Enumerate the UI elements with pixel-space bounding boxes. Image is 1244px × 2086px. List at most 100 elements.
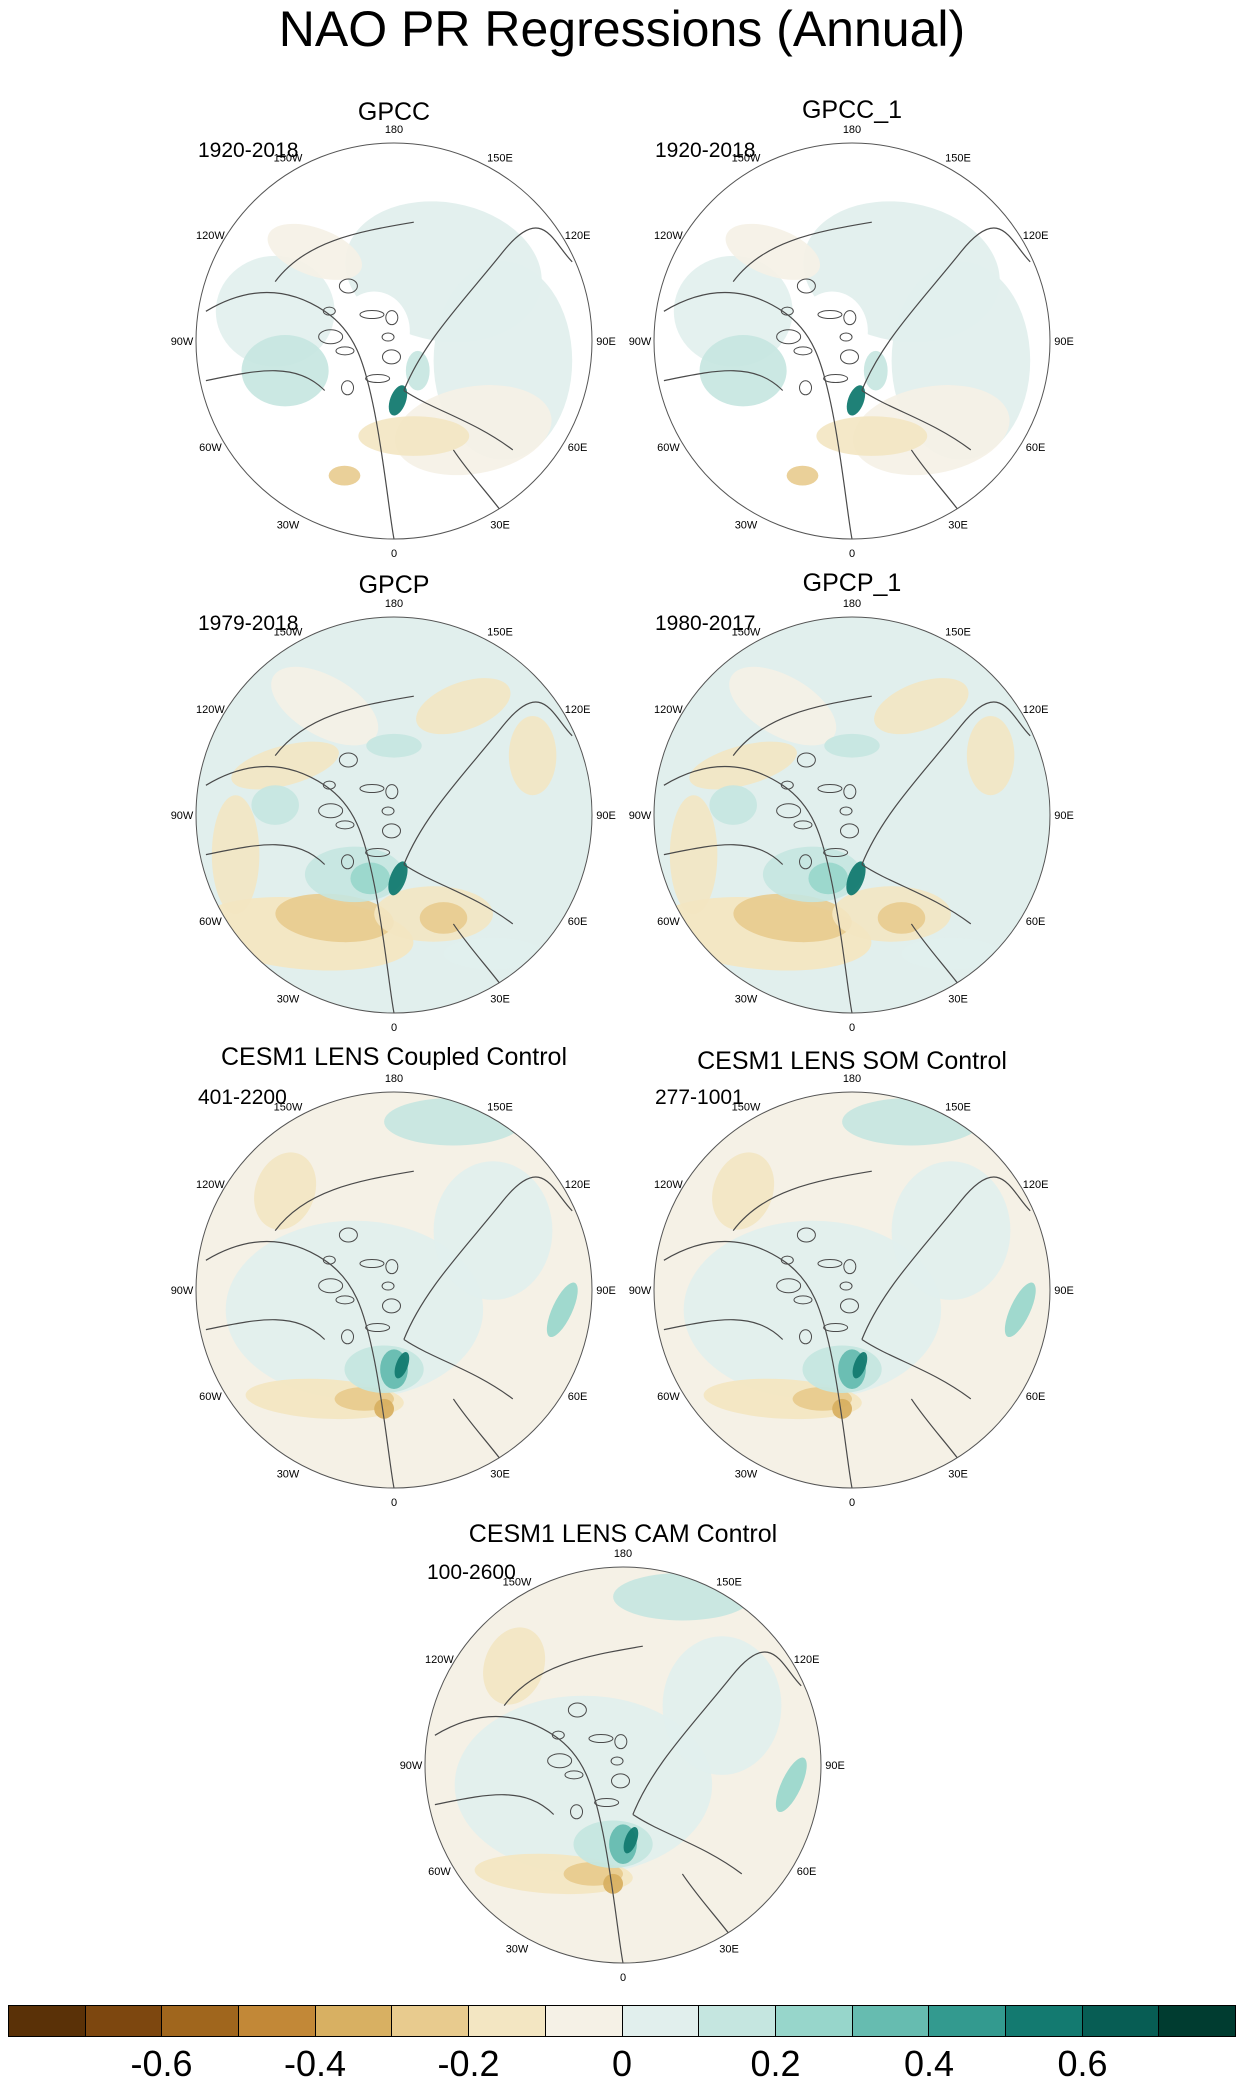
longitude-label: 0 [849, 1497, 855, 1509]
longitude-label: 150W [274, 1101, 303, 1113]
longitude-label: 60E [797, 1866, 817, 1878]
colorbar-swatch [162, 2006, 240, 2036]
longitude-label: 30W [735, 1469, 758, 1481]
longitude-label: 60W [657, 442, 680, 454]
colorbar-tick-label: 0.4 [903, 2043, 955, 2084]
period-label-cam-control: 100-2600 [427, 1561, 516, 1584]
longitude-label: 60W [428, 1866, 451, 1878]
colorbar-tick-label: 0.2 [750, 2043, 801, 2084]
period-label-gpcc-1: 1920-2018 [655, 139, 756, 162]
longitude-label: 60W [199, 916, 222, 928]
colorbar-swatch [1082, 2006, 1160, 2036]
longitude-label: 30E [490, 994, 510, 1006]
map-gpcc-1: 180 150E 120E 90E 60E 30E 0 30W 60W 90W 120W 150W [629, 124, 1074, 560]
period-label-coupled-control: 401-2200 [198, 1086, 287, 1109]
longitude-label: 180 [843, 124, 861, 136]
colorbar-tick-label: -0.6 [130, 2043, 193, 2084]
colorbar-swatch [315, 2006, 393, 2036]
longitude-label: 180 [843, 598, 861, 610]
colorbar-swatch [85, 2006, 163, 2036]
longitude-label: 150E [945, 1101, 971, 1113]
colorbar-swatch [775, 2006, 853, 2036]
colorbar-tick-label: -0.2 [437, 2043, 500, 2084]
longitude-label: 150E [487, 152, 513, 164]
map-coupled-control: 180 150E 120E 90E 60E 30E 0 30W 60W 90W 120W 150W [171, 1073, 616, 1509]
longitude-label: 120E [1023, 1179, 1049, 1191]
panel-title-gpcp: GPCP [358, 571, 430, 599]
longitude-label: 60E [1026, 442, 1046, 454]
longitude-label: 90E [596, 810, 616, 822]
longitude-label: 150E [945, 626, 971, 638]
map-gpcp-1: 180 150E 120E 90E 60E 30E 0 30W 60W 90W 120W 150W [629, 598, 1074, 1034]
colorbar-swatch [699, 2006, 776, 2036]
colorbar-swatch [1005, 2006, 1083, 2036]
panel-title-som-control: CESM1 LENS SOM Control [697, 1047, 1007, 1075]
longitude-label: 120W [654, 1179, 683, 1191]
longitude-label: 90W [171, 810, 194, 822]
colorbar-swatch [239, 2006, 316, 2036]
map-gpcc: 180 150E 120E 90E 60E 30E 0 30W 60W 90W 120W 150W [171, 124, 616, 560]
longitude-label: 150W [274, 152, 303, 164]
longitude-label: 30E [948, 1469, 968, 1481]
longitude-label: 0 [849, 1022, 855, 1034]
colorbar-swatch [1159, 2006, 1235, 2036]
panel-title-gpcc-1: GPCC_1 [801, 96, 903, 124]
colorbar [8, 2005, 1236, 2037]
longitude-label: 90E [825, 1760, 845, 1772]
longitude-label: 60W [657, 1391, 680, 1403]
longitude-label: 90W [171, 336, 194, 348]
longitude-label: 120W [425, 1654, 454, 1666]
longitude-label: 0 [620, 1972, 626, 1984]
colorbar-tick-label: 0 [611, 2043, 633, 2084]
longitude-label: 180 [385, 598, 403, 610]
longitude-label: 0 [391, 1497, 397, 1509]
longitude-label: 30E [948, 994, 968, 1006]
panel-title-coupled-control: CESM1 LENS Coupled Control [221, 1043, 567, 1071]
longitude-label: 120E [565, 230, 591, 242]
longitude-label: 30E [948, 520, 968, 532]
longitude-label: 60E [568, 1391, 588, 1403]
longitude-label: 60E [1026, 1391, 1046, 1403]
map-gpcp: 180 150E 120E 90E 60E 30E 0 30W 60W 90W 120W 150W [171, 598, 616, 1034]
longitude-label: 120W [196, 704, 225, 716]
longitude-label: 30W [277, 1469, 300, 1481]
period-label-som-control: 277-1001 [655, 1086, 744, 1109]
panel-title-cam-control: CESM1 LENS CAM Control [468, 1520, 778, 1548]
longitude-label: 120E [1023, 230, 1049, 242]
colorbar-tick-label: -0.4 [283, 2043, 347, 2084]
panel-title-gpcp-1: GPCP_1 [802, 569, 902, 597]
colorbar-tick-label: 0.6 [1057, 2043, 1108, 2084]
colorbar-swatch [469, 2006, 546, 2036]
longitude-label: 30E [719, 1944, 739, 1956]
longitude-label: 150W [732, 626, 761, 638]
longitude-label: 180 [843, 1073, 861, 1085]
longitude-label: 90W [171, 1285, 194, 1297]
longitude-label: 120W [196, 1179, 225, 1191]
longitude-label: 150W [732, 1101, 761, 1113]
colorbar-swatch [9, 2006, 86, 2036]
longitude-label: 150E [945, 152, 971, 164]
map-cam-control: 180 150E 120E 90E 60E 30E 0 30W 60W 90W 120W 150W [400, 1548, 845, 1984]
longitude-label: 30W [277, 994, 300, 1006]
colorbar-swatch [852, 2006, 930, 2036]
longitude-label: 120E [565, 1179, 591, 1191]
longitude-label: 90E [1054, 1285, 1074, 1297]
longitude-label: 120E [1023, 704, 1049, 716]
longitude-label: 30W [277, 520, 300, 532]
longitude-label: 30W [506, 1944, 529, 1956]
longitude-label: 60W [657, 916, 680, 928]
figure-title: NAO PR Regressions (Annual) [278, 1, 966, 57]
longitude-label: 150E [487, 626, 513, 638]
longitude-label: 60E [568, 916, 588, 928]
longitude-label: 150W [732, 152, 761, 164]
longitude-label: 90E [1054, 810, 1074, 822]
colorbar-swatch [392, 2006, 470, 2036]
longitude-label: 90W [629, 810, 652, 822]
longitude-label: 60W [199, 442, 222, 454]
longitude-label: 180 [385, 124, 403, 136]
longitude-label: 90W [400, 1760, 423, 1772]
colorbar-swatch [545, 2006, 623, 2036]
longitude-label: 0 [391, 548, 397, 560]
colorbar-swatch [929, 2006, 1006, 2036]
period-label-gpcp-1: 1980-2017 [655, 612, 756, 635]
